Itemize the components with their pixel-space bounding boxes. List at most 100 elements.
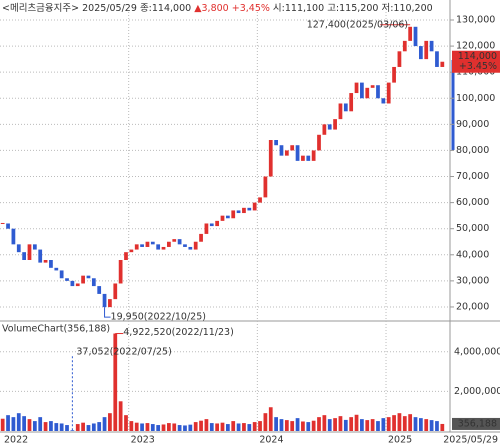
volume-bar bbox=[252, 422, 257, 431]
y-tick-label: 70,000 bbox=[456, 171, 489, 182]
candle bbox=[360, 82, 364, 99]
volume-max-label: 4,922,520(2022/11/23) bbox=[123, 327, 234, 338]
volume-bar bbox=[183, 425, 187, 431]
candle bbox=[156, 244, 161, 250]
candle bbox=[172, 239, 177, 242]
candle bbox=[247, 207, 252, 211]
candle bbox=[424, 40, 429, 60]
volume-bar bbox=[365, 420, 370, 431]
volume-bar bbox=[32, 421, 37, 431]
x-tick-label: 2025/05/29 bbox=[443, 435, 498, 446]
candle bbox=[252, 202, 257, 211]
volume-bar bbox=[140, 423, 144, 431]
volume-bar bbox=[43, 422, 48, 431]
candle bbox=[65, 278, 69, 281]
candle bbox=[268, 140, 273, 177]
volume-bar bbox=[108, 413, 112, 431]
candle bbox=[258, 197, 262, 203]
volume-bar bbox=[429, 420, 434, 431]
candle bbox=[311, 150, 316, 161]
volume-bar bbox=[161, 424, 166, 431]
candle bbox=[129, 249, 134, 253]
candle bbox=[343, 103, 348, 112]
candle bbox=[429, 40, 434, 52]
volume-bar bbox=[22, 416, 27, 431]
candle bbox=[86, 275, 91, 279]
y-tick-label: 60,000 bbox=[456, 197, 489, 208]
candle bbox=[381, 98, 386, 104]
volume-bar bbox=[440, 423, 445, 431]
volume-bar bbox=[167, 423, 171, 431]
y-tick-label: 130,000 bbox=[456, 15, 495, 26]
candle bbox=[365, 87, 370, 99]
candle bbox=[183, 244, 187, 247]
volume-bar bbox=[70, 430, 75, 431]
change-pct: +3,45% bbox=[232, 3, 270, 14]
volume-bar bbox=[295, 418, 300, 431]
volume-bar bbox=[284, 420, 289, 431]
volume-bar bbox=[435, 421, 439, 431]
header: <메리츠금융지주> 2025/05/29 종:114,000 ▲3,800 +3… bbox=[2, 3, 433, 14]
candle bbox=[220, 215, 225, 221]
low-label: 19,950(2022/10/25) bbox=[111, 312, 206, 323]
y-tick-label: 90,000 bbox=[456, 119, 489, 130]
volume-bar bbox=[134, 422, 139, 431]
candle bbox=[215, 220, 220, 227]
open: 시:111,100 bbox=[273, 3, 324, 14]
volume-bar bbox=[343, 419, 348, 431]
volume-bar bbox=[247, 424, 252, 431]
candle bbox=[16, 244, 21, 253]
candle bbox=[204, 223, 209, 234]
candle bbox=[290, 145, 295, 151]
close: 종:114,000 bbox=[140, 3, 191, 14]
volume-bar bbox=[274, 417, 278, 431]
volume-bar bbox=[333, 418, 337, 431]
candle bbox=[11, 228, 16, 245]
candle bbox=[150, 241, 155, 245]
volume-bar bbox=[242, 423, 246, 431]
volume-bar bbox=[129, 421, 134, 431]
volume-bar bbox=[290, 421, 295, 431]
volume-bar bbox=[392, 415, 396, 431]
candle bbox=[435, 51, 439, 67]
volume-bar bbox=[338, 416, 343, 431]
candle bbox=[225, 215, 230, 219]
change: ▲3,800 bbox=[194, 3, 229, 14]
candle bbox=[284, 150, 289, 156]
y-tick-label: 2,000,000 bbox=[454, 386, 500, 397]
candle bbox=[333, 119, 337, 130]
candle bbox=[327, 124, 332, 130]
candle bbox=[75, 283, 80, 287]
candle bbox=[177, 239, 182, 245]
price-tag-value: 114,000 bbox=[458, 51, 497, 62]
candle bbox=[161, 246, 166, 250]
low: 저:110,200 bbox=[381, 3, 432, 14]
volume-bar bbox=[279, 419, 284, 431]
volume-title: VolumeChart(356,188) bbox=[2, 324, 110, 335]
candle bbox=[134, 244, 139, 250]
high: 고:115,200 bbox=[327, 3, 378, 14]
volume-bar bbox=[54, 423, 59, 431]
candle bbox=[145, 241, 150, 247]
volume-bar bbox=[268, 407, 273, 431]
candle bbox=[54, 267, 59, 271]
volume-bar bbox=[86, 425, 91, 431]
x-tick-label: 2023 bbox=[131, 435, 155, 446]
volume-bar bbox=[370, 419, 375, 431]
volume-min-label: 37,052(2022/07/25) bbox=[76, 347, 171, 358]
volume-tag bbox=[452, 417, 500, 430]
candle bbox=[274, 140, 278, 146]
volume-bar bbox=[6, 415, 10, 431]
candle bbox=[124, 252, 128, 260]
candle bbox=[317, 134, 321, 151]
volume-bar bbox=[322, 415, 327, 431]
volume-bar bbox=[199, 420, 203, 431]
y-tick-label: 20,000 bbox=[456, 301, 489, 312]
x-tick-label: 2025 bbox=[388, 435, 412, 446]
volume-bar bbox=[0, 418, 5, 431]
date: 2025/05/29 bbox=[82, 3, 137, 14]
candle bbox=[27, 244, 32, 260]
volume-bar bbox=[81, 422, 85, 431]
volume-bar bbox=[386, 417, 391, 431]
